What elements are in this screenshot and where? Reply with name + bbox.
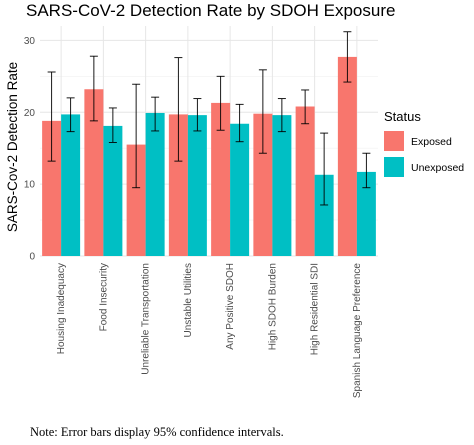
y-tick-label: 10 — [24, 180, 36, 191]
bar-unexposed-food-insecurity — [103, 125, 123, 256]
error-bar-exposed-high-sdoh-burden — [258, 69, 267, 154]
bar-unexposed-housing-inadequacy — [61, 114, 81, 256]
error-bar-unexposed-food-insecurity — [108, 107, 117, 143]
legend-title: Status — [384, 109, 421, 124]
y-tick-label: 0 — [29, 252, 35, 263]
y-tick-label: 20 — [24, 108, 36, 119]
x-tick-label-housing-inadequacy: Housing Inadequacy — [56, 263, 67, 354]
error-bar-unexposed-housing-inadequacy — [66, 97, 75, 133]
x-tick-label-spanish-language-preference: Spanish Language Preference — [352, 263, 363, 399]
legend-label: Unexposed — [411, 162, 464, 174]
x-tick-label-unstable-utilities: Unstable Utilities — [183, 263, 194, 337]
error-bar-unexposed-any-positive-sdoh — [235, 103, 244, 143]
legend-label: Exposed — [411, 136, 452, 148]
x-tick-label-any-positive-sdoh: Any Positive SDOH — [225, 263, 236, 350]
error-bar-unexposed-unreliable-transportation — [151, 96, 160, 132]
bar-unexposed-unreliable-transportation — [145, 112, 165, 256]
error-bar-exposed-housing-inadequacy — [47, 71, 56, 162]
bar-exposed-food-insecurity — [84, 89, 104, 256]
error-bar-unexposed-high-sdoh-burden — [277, 98, 286, 133]
y-tick-label: 30 — [24, 36, 36, 47]
legend-item-exposed: Exposed — [384, 131, 452, 151]
x-tick-label-high-sdoh-burden: High SDOH Burden — [267, 263, 278, 350]
x-tick-label-high-residential-sdi: High Residential SDI — [310, 263, 321, 355]
plot-area — [40, 26, 378, 257]
bar-exposed-unstable-utilities — [168, 114, 188, 256]
bar-unexposed-spanish-language-preference — [356, 171, 376, 256]
y-axis-ticks: 0 10 20 30 — [24, 36, 36, 263]
error-bar-exposed-unstable-utilities — [174, 57, 183, 162]
bar-unexposed-high-residential-sdi — [314, 174, 334, 256]
x-tick-label-unreliable-transportation: Unreliable Transportation — [141, 263, 152, 375]
error-bar-exposed-spanish-language-preference — [343, 31, 352, 83]
bar-exposed-unreliable-transportation — [126, 144, 146, 256]
legend: Status Exposed Unexposed — [384, 109, 464, 177]
error-bar-unexposed-spanish-language-preference — [362, 152, 371, 189]
y-axis-title: SARS-Cov-2 Detection Rate — [5, 62, 20, 232]
bar-exposed-spanish-language-preference — [337, 56, 357, 256]
bar-exposed-housing-inadequacy — [42, 120, 62, 256]
bar-unexposed-high-sdoh-burden — [272, 115, 292, 256]
error-bar-exposed-high-residential-sdi — [301, 89, 310, 125]
chart-title: SARS-CoV-2 Detection Rate by SDOH Exposu… — [26, 1, 395, 20]
bar-unexposed-unstable-utilities — [187, 115, 207, 256]
bar-exposed-any-positive-sdoh — [211, 102, 231, 256]
error-bar-exposed-any-positive-sdoh — [216, 75, 225, 131]
error-bar-exposed-unreliable-transportation — [132, 83, 141, 189]
legend-swatch — [384, 131, 404, 151]
error-bar-unexposed-unstable-utilities — [193, 98, 202, 132]
error-bar-exposed-food-insecurity — [89, 55, 98, 122]
x-tick-label-food-insecurity: Food Insecurity — [98, 263, 109, 331]
x-axis-ticks: Housing Inadequacy Food Insecurity Unrelia… — [56, 263, 363, 399]
bar-unexposed-any-positive-sdoh — [230, 123, 250, 256]
bars-group — [42, 56, 376, 256]
footnote: Note: Error bars display 95% confidence … — [30, 425, 284, 439]
bar-exposed-high-sdoh-burden — [253, 113, 273, 256]
error-bars-group — [47, 31, 371, 206]
legend-items: Exposed Unexposed — [384, 131, 464, 177]
error-bar-unexposed-high-residential-sdi — [320, 132, 329, 206]
bar-exposed-high-residential-sdi — [295, 106, 315, 256]
legend-item-unexposed: Unexposed — [384, 157, 464, 177]
legend-swatch — [384, 157, 404, 177]
